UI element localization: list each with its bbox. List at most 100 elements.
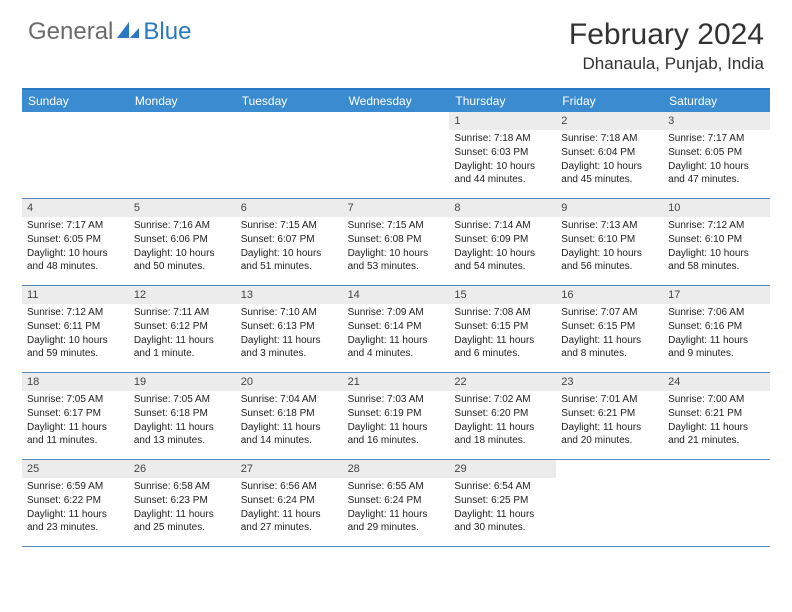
day-ss: Sunset: 6:24 PM: [241, 494, 338, 507]
day-body: Sunrise: 7:15 AMSunset: 6:07 PMDaylight:…: [236, 219, 343, 278]
week-row: ....1Sunrise: 7:18 AMSunset: 6:03 PMDayl…: [22, 112, 770, 199]
day-number: 2: [556, 112, 663, 130]
day-cell: 22Sunrise: 7:02 AMSunset: 6:20 PMDayligh…: [449, 373, 556, 459]
day-body: Sunrise: 7:17 AMSunset: 6:05 PMDaylight:…: [663, 132, 770, 191]
day-number: 11: [22, 286, 129, 304]
day-sr: Sunrise: 6:54 AM: [454, 480, 551, 493]
day-sr: Sunrise: 7:12 AM: [668, 219, 765, 232]
logo-text-gray: General: [28, 18, 113, 46]
day-sr: Sunrise: 7:18 AM: [454, 132, 551, 145]
day-sr: Sunrise: 7:06 AM: [668, 306, 765, 319]
day-dl: Daylight: 11 hours and 1 minute.: [134, 334, 231, 360]
day-dl: Daylight: 10 hours and 56 minutes.: [561, 247, 658, 273]
day-cell: 7Sunrise: 7:15 AMSunset: 6:08 PMDaylight…: [343, 199, 450, 285]
day-dl: Daylight: 11 hours and 13 minutes.: [134, 421, 231, 447]
title-block: February 2024 Dhanaula, Punjab, India: [569, 18, 764, 74]
day-dl: Daylight: 10 hours and 48 minutes.: [27, 247, 124, 273]
day-dl: Daylight: 11 hours and 29 minutes.: [348, 508, 445, 534]
day-number: 1: [449, 112, 556, 130]
day-ss: Sunset: 6:10 PM: [561, 233, 658, 246]
day-dl: Daylight: 11 hours and 3 minutes.: [241, 334, 338, 360]
day-ss: Sunset: 6:21 PM: [561, 407, 658, 420]
day-dl: Daylight: 11 hours and 14 minutes.: [241, 421, 338, 447]
day-cell: 27Sunrise: 6:56 AMSunset: 6:24 PMDayligh…: [236, 460, 343, 546]
day-sr: Sunrise: 7:15 AM: [241, 219, 338, 232]
location: Dhanaula, Punjab, India: [569, 54, 764, 74]
day-body: Sunrise: 7:15 AMSunset: 6:08 PMDaylight:…: [343, 219, 450, 278]
day-cell: 14Sunrise: 7:09 AMSunset: 6:14 PMDayligh…: [343, 286, 450, 372]
day-ss: Sunset: 6:16 PM: [668, 320, 765, 333]
header: General Blue February 2024 Dhanaula, Pun…: [0, 0, 792, 80]
day-dl: Daylight: 11 hours and 11 minutes.: [27, 421, 124, 447]
day-number: 13: [236, 286, 343, 304]
day-cell: 18Sunrise: 7:05 AMSunset: 6:17 PMDayligh…: [22, 373, 129, 459]
day-body: Sunrise: 7:04 AMSunset: 6:18 PMDaylight:…: [236, 393, 343, 452]
day-number: 18: [22, 373, 129, 391]
day-body: Sunrise: 7:17 AMSunset: 6:05 PMDaylight:…: [22, 219, 129, 278]
day-ss: Sunset: 6:18 PM: [134, 407, 231, 420]
day-body: Sunrise: 7:11 AMSunset: 6:12 PMDaylight:…: [129, 306, 236, 365]
day-body: Sunrise: 7:06 AMSunset: 6:16 PMDaylight:…: [663, 306, 770, 365]
day-cell: 9 Sunrise: 7:13 AMSunset: 6:10 PMDaylight…: [556, 199, 663, 285]
day-body: Sunrise: 7:05 AMSunset: 6:18 PMDaylight:…: [129, 393, 236, 452]
week-row: 18Sunrise: 7:05 AMSunset: 6:17 PMDayligh…: [22, 373, 770, 460]
day-cell: .: [129, 112, 236, 198]
month-title: February 2024: [569, 18, 764, 52]
day-body: Sunrise: 6:59 AMSunset: 6:22 PMDaylight:…: [22, 480, 129, 539]
day-dl: Daylight: 10 hours and 51 minutes.: [241, 247, 338, 273]
day-ss: Sunset: 6:15 PM: [561, 320, 658, 333]
day-body: Sunrise: 7:01 AMSunset: 6:21 PMDaylight:…: [556, 393, 663, 452]
day-sr: Sunrise: 7:04 AM: [241, 393, 338, 406]
day-sr: Sunrise: 7:13 AM: [561, 219, 658, 232]
day-sr: Sunrise: 7:00 AM: [668, 393, 765, 406]
day-body: Sunrise: 7:08 AMSunset: 6:15 PMDaylight:…: [449, 306, 556, 365]
day-number: 8: [449, 199, 556, 217]
day-body: Sunrise: 7:00 AMSunset: 6:21 PMDaylight:…: [663, 393, 770, 452]
day-sr: Sunrise: 7:01 AM: [561, 393, 658, 406]
day-number: 12: [129, 286, 236, 304]
day-ss: Sunset: 6:06 PM: [134, 233, 231, 246]
day-cell: 6Sunrise: 7:15 AMSunset: 6:07 PMDaylight…: [236, 199, 343, 285]
day-number: 15: [449, 286, 556, 304]
dow-row: Sunday Monday Tuesday Wednesday Thursday…: [22, 90, 770, 112]
day-body: Sunrise: 7:03 AMSunset: 6:19 PMDaylight:…: [343, 393, 450, 452]
day-ss: Sunset: 6:21 PM: [668, 407, 765, 420]
day-body: Sunrise: 7:10 AMSunset: 6:13 PMDaylight:…: [236, 306, 343, 365]
day-body: Sunrise: 6:56 AMSunset: 6:24 PMDaylight:…: [236, 480, 343, 539]
day-dl: Daylight: 11 hours and 21 minutes.: [668, 421, 765, 447]
day-number: 29: [449, 460, 556, 478]
day-number: 9: [556, 199, 663, 217]
day-dl: Daylight: 10 hours and 53 minutes.: [348, 247, 445, 273]
dow-cell: Saturday: [663, 90, 770, 112]
day-sr: Sunrise: 6:56 AM: [241, 480, 338, 493]
day-dl: Daylight: 10 hours and 47 minutes.: [668, 160, 765, 186]
day-cell: .: [236, 112, 343, 198]
day-cell: 15 Sunrise: 7:08 AMSunset: 6:15 PMDayligh…: [449, 286, 556, 372]
day-sr: Sunrise: 7:17 AM: [668, 132, 765, 145]
day-sr: Sunrise: 7:02 AM: [454, 393, 551, 406]
day-sr: Sunrise: 7:14 AM: [454, 219, 551, 232]
day-dl: Daylight: 11 hours and 9 minutes.: [668, 334, 765, 360]
dow-cell: Thursday: [449, 90, 556, 112]
day-cell: 3Sunrise: 7:17 AMSunset: 6:05 PMDaylight…: [663, 112, 770, 198]
day-sr: Sunrise: 7:16 AM: [134, 219, 231, 232]
day-number: 10: [663, 199, 770, 217]
day-cell: 10Sunrise: 7:12 AMSunset: 6:10 PMDayligh…: [663, 199, 770, 285]
calendar: Sunday Monday Tuesday Wednesday Thursday…: [22, 88, 770, 547]
day-number: 28: [343, 460, 450, 478]
day-ss: Sunset: 6:24 PM: [348, 494, 445, 507]
day-sr: Sunrise: 7:10 AM: [241, 306, 338, 319]
day-sr: Sunrise: 7:15 AM: [348, 219, 445, 232]
day-sr: Sunrise: 6:59 AM: [27, 480, 124, 493]
day-body: Sunrise: 6:58 AMSunset: 6:23 PMDaylight:…: [129, 480, 236, 539]
day-cell: 8Sunrise: 7:14 AMSunset: 6:09 PMDaylight…: [449, 199, 556, 285]
day-body: Sunrise: 7:09 AMSunset: 6:14 PMDaylight:…: [343, 306, 450, 365]
day-ss: Sunset: 6:08 PM: [348, 233, 445, 246]
day-body: Sunrise: 7:13 AMSunset: 6:10 PMDaylight:…: [556, 219, 663, 278]
day-ss: Sunset: 6:23 PM: [134, 494, 231, 507]
dow-cell: Wednesday: [343, 90, 450, 112]
day-number: 26: [129, 460, 236, 478]
logo-sail-icon: [115, 20, 141, 45]
day-cell: 11Sunrise: 7:12 AMSunset: 6:11 PMDayligh…: [22, 286, 129, 372]
day-ss: Sunset: 6:20 PM: [454, 407, 551, 420]
